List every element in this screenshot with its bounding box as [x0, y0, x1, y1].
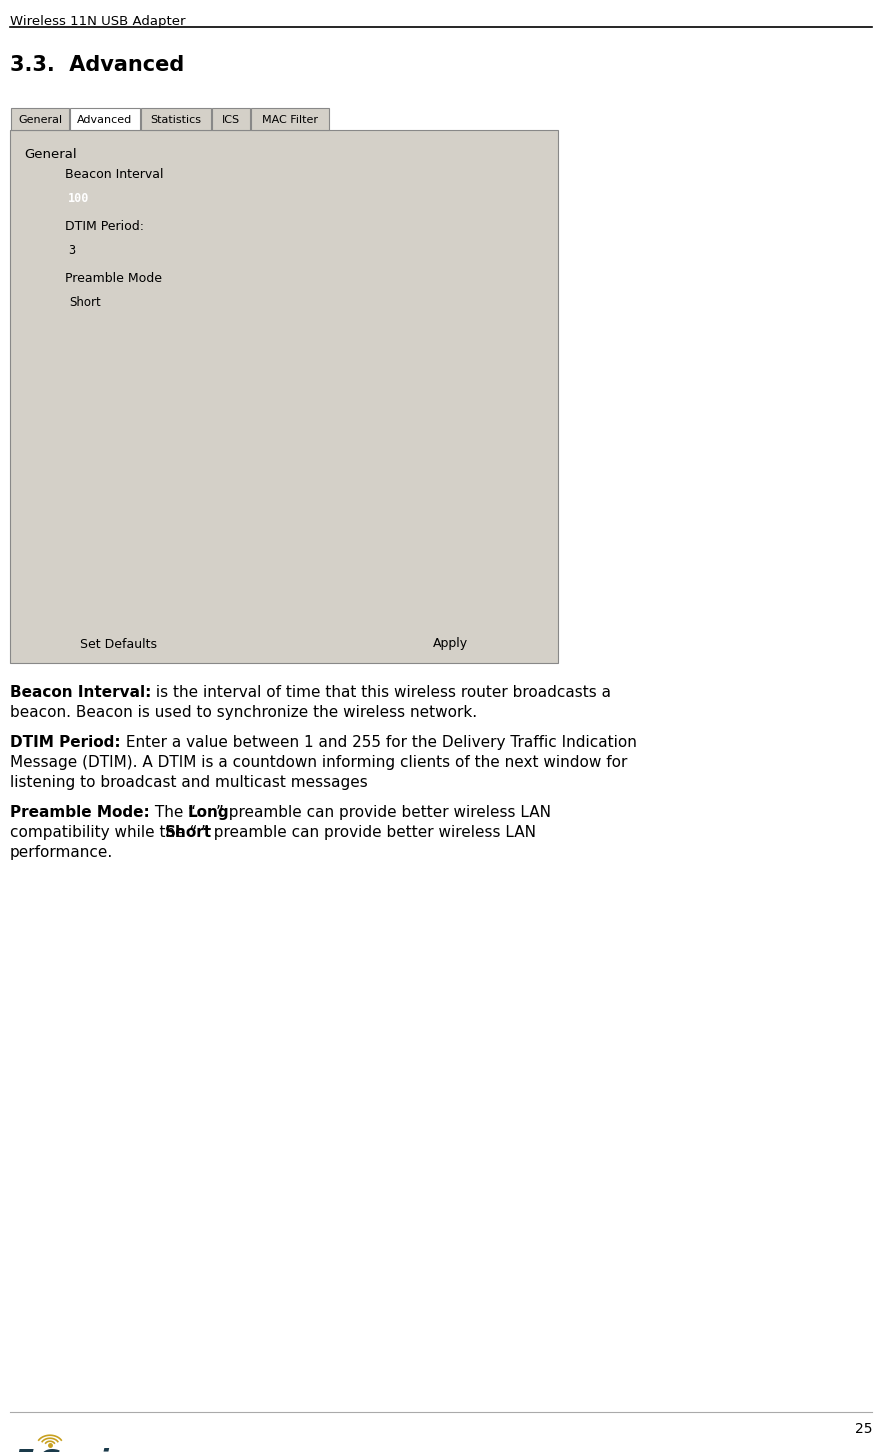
Text: Set Defaults: Set Defaults	[79, 637, 156, 650]
Bar	[65, 186, 195, 208]
Bar	[66, 187, 96, 208]
Bar	[251, 107, 329, 131]
Text: ” preamble can provide better wireless LAN: ” preamble can provide better wireless L…	[201, 825, 536, 841]
Polygon shape	[180, 298, 190, 303]
Text: ” preamble can provide better wireless LAN: ” preamble can provide better wireless L…	[216, 804, 551, 820]
Text: The “: The “	[150, 804, 196, 820]
Text: Preamble Mode: Preamble Mode	[65, 272, 162, 285]
Text: Short: Short	[165, 825, 213, 841]
Text: DTIM Period:: DTIM Period:	[10, 735, 121, 751]
Text: is the interval of time that this wireless router broadcasts a: is the interval of time that this wirele…	[152, 685, 611, 700]
Text: Preamble Mode:: Preamble Mode:	[10, 804, 150, 820]
Text: performance.: performance.	[10, 845, 113, 860]
Text: Apply: Apply	[432, 637, 467, 650]
Text: ICS: ICS	[222, 115, 240, 125]
Bar	[141, 107, 211, 131]
Text: DTIM Period:: DTIM Period:	[65, 221, 144, 232]
Text: Long: Long	[188, 804, 229, 820]
Bar	[212, 107, 250, 131]
Text: En: En	[14, 1448, 53, 1452]
Text: Beacon Interval:: Beacon Interval:	[10, 685, 152, 700]
Bar	[70, 107, 140, 131]
Text: Advanced: Advanced	[78, 115, 132, 125]
Text: Genius: Genius	[38, 1448, 146, 1452]
Text: Short: Short	[69, 296, 101, 308]
Text: compatibility while the “: compatibility while the “	[10, 825, 198, 841]
Text: Wireless 11N USB Adapter: Wireless 11N USB Adapter	[10, 15, 185, 28]
Text: Enter a value between 1 and 255 for the Delivery Traffic Indication: Enter a value between 1 and 255 for the …	[121, 735, 637, 751]
Text: General: General	[24, 148, 77, 161]
Text: Message (DTIM). A DTIM is a countdown informing clients of the next window for: Message (DTIM). A DTIM is a countdown in…	[10, 755, 627, 770]
Text: listening to broadcast and multicast messages: listening to broadcast and multicast mes…	[10, 775, 368, 790]
Text: 3.3.  Advanced: 3.3. Advanced	[10, 55, 184, 76]
Text: Beacon Interval: Beacon Interval	[65, 168, 163, 182]
Bar	[65, 238, 195, 260]
Bar	[18, 632, 218, 655]
Text: Statistics: Statistics	[151, 115, 201, 125]
Bar	[350, 632, 550, 655]
Text: General: General	[18, 115, 62, 125]
Bar	[175, 290, 195, 312]
Text: 100: 100	[68, 192, 89, 205]
Text: 25: 25	[855, 1422, 872, 1436]
Text: beacon. Beacon is used to synchronize the wireless network.: beacon. Beacon is used to synchronize th…	[10, 706, 477, 720]
Text: MAC Filter: MAC Filter	[262, 115, 318, 125]
Bar	[10, 131, 558, 664]
Text: 3: 3	[68, 244, 75, 257]
Bar	[65, 290, 195, 312]
Bar	[11, 107, 69, 131]
